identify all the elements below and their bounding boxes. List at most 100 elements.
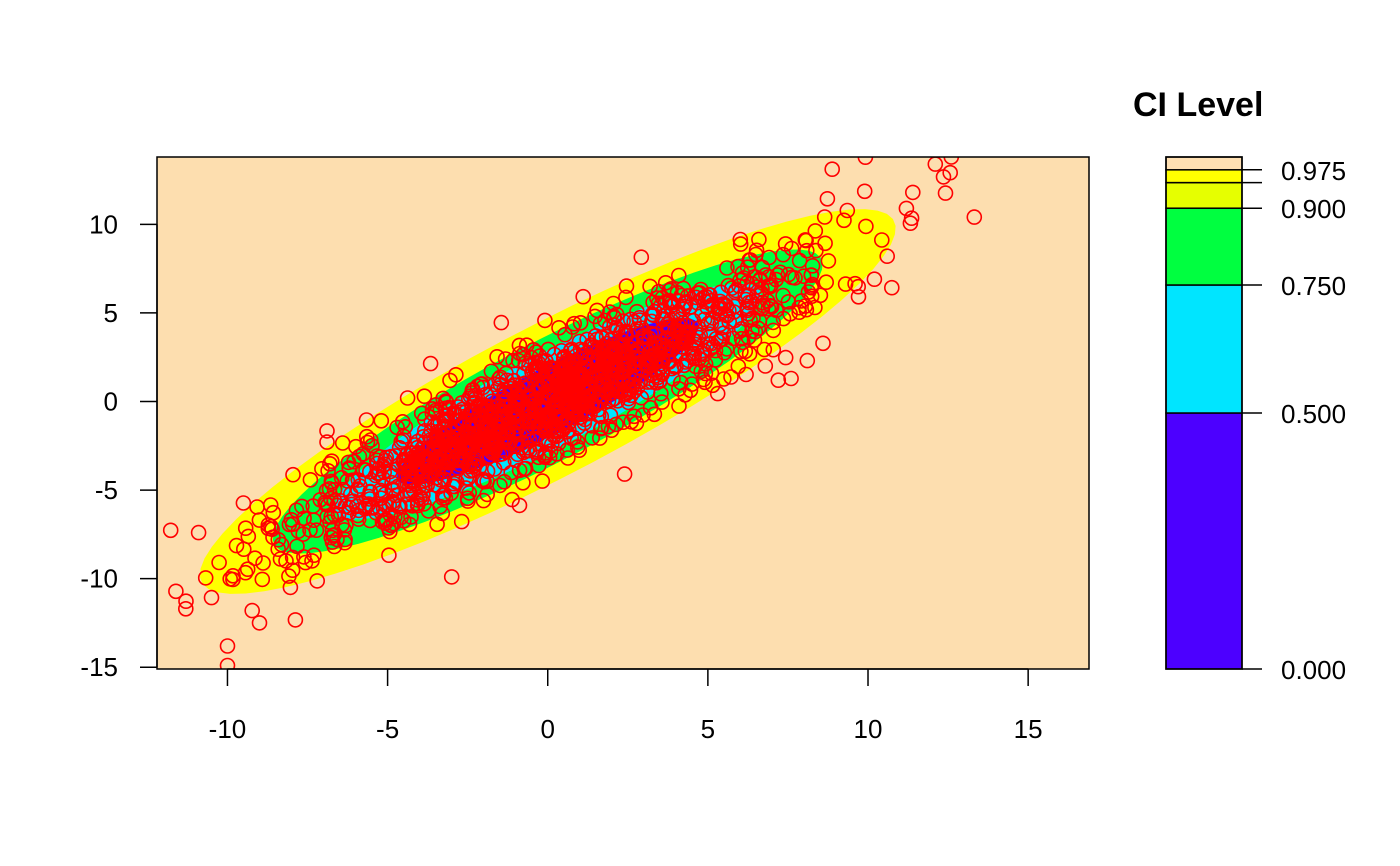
data-point: [407, 437, 423, 453]
data-point: [453, 450, 470, 466]
data-point: [461, 485, 478, 501]
data-point: [966, 209, 983, 225]
data-point: [609, 392, 626, 409]
data-point: [358, 428, 375, 445]
data-point: [341, 499, 358, 516]
data-point: [641, 352, 658, 369]
data-point: [646, 406, 663, 423]
x-tick-label: 10: [854, 714, 883, 744]
data-point: [358, 462, 374, 478]
legend-title: CI Level: [1133, 86, 1263, 124]
data-point: [661, 293, 678, 310]
data-point: [601, 304, 618, 320]
data-point: [642, 278, 658, 295]
data-point: [724, 280, 740, 296]
data-point: [559, 442, 576, 458]
data-point: [399, 390, 416, 406]
data-point: [737, 343, 754, 360]
data-point: [528, 344, 544, 361]
data-point: [604, 391, 621, 408]
data-point: [329, 531, 345, 548]
data-point: [458, 480, 474, 496]
data-point: [555, 421, 571, 438]
data-point: [382, 507, 399, 523]
data-point: [608, 342, 624, 358]
data-point: [797, 298, 814, 314]
data-point: [504, 491, 520, 508]
data-point: [475, 379, 491, 396]
data-point: [775, 246, 792, 263]
data-point: [382, 463, 398, 480]
data-point: [432, 498, 448, 515]
data-point: [197, 570, 214, 586]
data-point: [521, 414, 538, 430]
data-point: [382, 517, 399, 534]
data-point: [471, 459, 488, 476]
data-point: [397, 460, 413, 477]
data-point: [618, 289, 634, 306]
data-point: [401, 477, 418, 494]
data-point: [381, 496, 398, 513]
data-point: [824, 161, 841, 177]
data-point: [244, 602, 260, 619]
data-point: [760, 300, 777, 317]
data-point: [591, 430, 608, 446]
y-tick-label: 0: [104, 386, 118, 416]
data-point: [401, 516, 418, 533]
data-point: [190, 524, 207, 541]
data-point: [696, 311, 713, 328]
data-point: [458, 442, 474, 458]
data-point: [546, 364, 563, 381]
legend-tick-label: 0.900: [1281, 194, 1346, 224]
data-point: [898, 200, 915, 217]
data-point: [807, 299, 823, 316]
data-point: [178, 593, 194, 610]
data-point: [219, 638, 236, 654]
data-point: [744, 275, 760, 292]
data-point: [326, 481, 343, 498]
data-point: [443, 569, 460, 585]
data-point: [475, 492, 492, 509]
data-point: [419, 477, 436, 494]
data-point: [847, 275, 863, 292]
data-point: [479, 463, 496, 480]
legend-band: [1165, 207, 1243, 286]
data-point: [433, 453, 450, 470]
data-point: [654, 394, 670, 410]
data-point: [723, 369, 739, 385]
data-point: [270, 541, 287, 558]
data-point: [422, 355, 439, 372]
data-point: [435, 390, 451, 407]
data-point: [866, 271, 883, 288]
data-point: [458, 470, 475, 486]
data-point: [461, 434, 477, 451]
data-point: [615, 313, 631, 329]
data-point: [472, 403, 489, 419]
data-point: [309, 573, 326, 589]
data-point: [804, 257, 821, 274]
data-point: [492, 376, 509, 393]
data-point: [815, 335, 831, 352]
data-point: [569, 434, 586, 450]
data-point: [632, 373, 649, 389]
data-point: [756, 341, 773, 358]
data-point: [551, 378, 568, 394]
data-point: [795, 268, 812, 285]
data-point: [787, 270, 803, 286]
data-point: [695, 342, 712, 359]
data-point: [680, 346, 697, 362]
data-point: [228, 537, 245, 554]
data-point: [850, 278, 867, 295]
data-point: [710, 300, 727, 317]
data-point: [262, 497, 279, 513]
data-point: [604, 360, 621, 377]
data-point: [423, 431, 439, 448]
data-point: [348, 498, 365, 515]
data-point: [628, 346, 645, 362]
data-point: [753, 300, 770, 317]
data-point: [566, 429, 582, 446]
x-tick-label: 0: [541, 714, 555, 744]
data-point: [750, 320, 767, 337]
data-point: [677, 295, 694, 312]
data-point: [518, 422, 534, 439]
